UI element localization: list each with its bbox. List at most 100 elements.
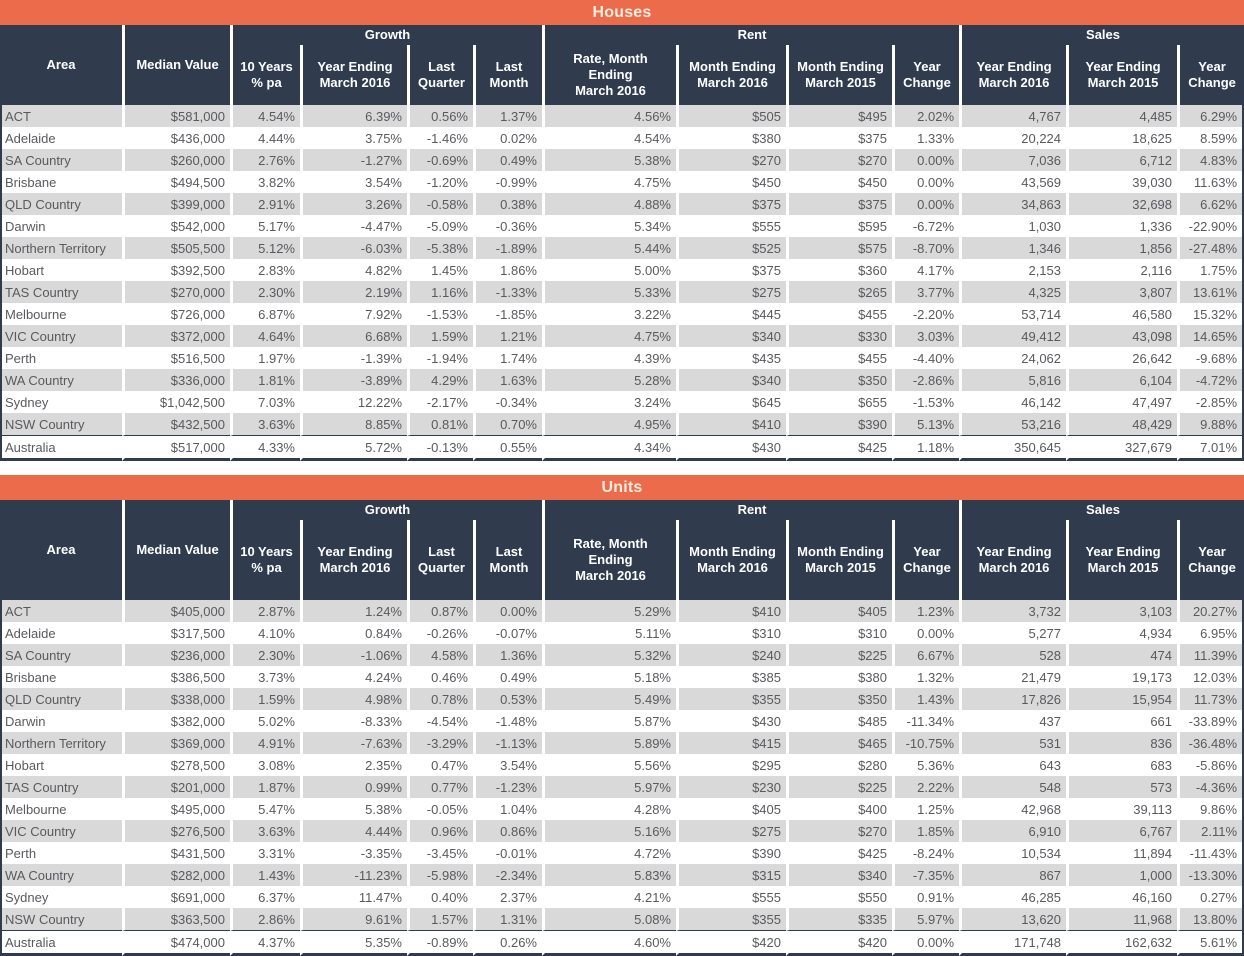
table-cell: 5.38% bbox=[542, 149, 676, 171]
row-label: Hobart bbox=[0, 754, 122, 776]
table-cell: 661 bbox=[1066, 710, 1178, 732]
table-cell: $363,500 bbox=[122, 908, 230, 930]
table-cell: $360 bbox=[786, 259, 892, 281]
table-cell: $465 bbox=[786, 732, 892, 754]
table-cell: 474 bbox=[1066, 644, 1178, 666]
table-cell: $336,000 bbox=[122, 369, 230, 391]
table-cell: 3,807 bbox=[1066, 281, 1178, 303]
table-cell: $575 bbox=[786, 237, 892, 259]
table-cell: 4.34% bbox=[542, 435, 676, 461]
table-cell: 5.56% bbox=[542, 754, 676, 776]
table-cell: 14.65% bbox=[1177, 325, 1244, 347]
table-cell: 0.47% bbox=[407, 754, 473, 776]
table-cell: -3.29% bbox=[407, 732, 473, 754]
table-cell: 3.08% bbox=[230, 754, 300, 776]
table-cell: $275 bbox=[676, 281, 786, 303]
table-row-sa-country: SA Country $260,000 2.76% -1.27% -0.69% 0.49%… bbox=[0, 149, 1244, 171]
table-cell: 0.81% bbox=[407, 413, 473, 435]
table-row-northern-territory: Northern Territory $369,000 4.91% -7.63% -3.… bbox=[0, 732, 1244, 754]
row-label: Melbourne bbox=[0, 303, 122, 325]
table-cell: -1.23% bbox=[473, 776, 542, 798]
table-cell: 1.18% bbox=[892, 435, 960, 461]
table-cell: $436,000 bbox=[122, 127, 230, 149]
table-cell: -0.26% bbox=[407, 622, 473, 644]
header-group-row: Area Median Value Growth Rent Sales bbox=[0, 25, 1244, 105]
row-label: SA Country bbox=[0, 149, 122, 171]
table-row-perth: Perth $516,500 1.97% -1.39% -1.94% 1.74% 4.39%… bbox=[0, 347, 1244, 369]
header-group-row: Area Median Value Growth Rent Sales bbox=[0, 500, 1244, 600]
table-cell: 13.80% bbox=[1177, 908, 1244, 930]
table-row-hobart: Hobart $392,500 2.83% 4.82% 1.45% 1.86% 5.00% $… bbox=[0, 259, 1244, 281]
table-cell: 18,625 bbox=[1066, 127, 1178, 149]
table-cell: -1.94% bbox=[407, 347, 473, 369]
table-cell: 43,569 bbox=[959, 171, 1067, 193]
table-row-nsw-country: NSW Country $363,500 2.86% 9.61% 1.57% 1.31% 5… bbox=[0, 908, 1244, 930]
table-cell: 4.44% bbox=[230, 127, 300, 149]
table-cell: $420 bbox=[786, 930, 892, 956]
table-cell: $430 bbox=[676, 710, 786, 732]
table-cell: $369,000 bbox=[122, 732, 230, 754]
table-cell: 1.25% bbox=[892, 798, 960, 820]
table-cell: 34,863 bbox=[959, 193, 1067, 215]
table-cell: 4.58% bbox=[407, 644, 473, 666]
table-row-northern-territory: Northern Territory $505,500 5.12% -6.03% -5.… bbox=[0, 237, 1244, 259]
table-cell: 5.87% bbox=[542, 710, 676, 732]
table-cell: $517,000 bbox=[122, 435, 230, 461]
table-cell: 0.38% bbox=[473, 193, 542, 215]
table-cell: $425 bbox=[786, 842, 892, 864]
row-label: Sydney bbox=[0, 391, 122, 413]
table-cell: -1.89% bbox=[473, 237, 542, 259]
table-cell: 5.28% bbox=[542, 369, 676, 391]
table-cell: 5.49% bbox=[542, 688, 676, 710]
table-cell: 49,412 bbox=[959, 325, 1067, 347]
table-cell: -0.69% bbox=[407, 149, 473, 171]
table-cell: 6.67% bbox=[892, 644, 960, 666]
table-cell: 13.61% bbox=[1177, 281, 1244, 303]
table-cell: $385 bbox=[676, 666, 786, 688]
table-cell: 0.49% bbox=[473, 666, 542, 688]
table-cell: 4.54% bbox=[542, 127, 676, 149]
table-cell: 11.39% bbox=[1177, 644, 1244, 666]
table-cell: 5.83% bbox=[542, 864, 676, 886]
table-row-tas-country: TAS Country $270,000 2.30% 2.19% 1.16% -1.33%… bbox=[0, 281, 1244, 303]
table-cell: -36.48% bbox=[1177, 732, 1244, 754]
table-cell: $420 bbox=[676, 930, 786, 956]
table-row-sa-country: SA Country $236,000 2.30% -1.06% 4.58% 1.36% 5… bbox=[0, 644, 1244, 666]
table-cell: $317,500 bbox=[122, 622, 230, 644]
table-cell: $230 bbox=[676, 776, 786, 798]
table-cell: $525 bbox=[676, 237, 786, 259]
table-cell: 2.30% bbox=[230, 644, 300, 666]
table-row-nsw-country: NSW Country $432,500 3.63% 8.85% 0.81% 0.70% 4… bbox=[0, 413, 1244, 435]
table-cell: -0.07% bbox=[473, 622, 542, 644]
table-cell: 1.75% bbox=[1177, 259, 1244, 281]
table-cell: 6.87% bbox=[230, 303, 300, 325]
table-row-melbourne: Melbourne $495,000 5.47% 5.38% -0.05% 1.04% 4.… bbox=[0, 798, 1244, 820]
table-cell: 1.24% bbox=[300, 600, 407, 622]
table-cell: $350 bbox=[786, 688, 892, 710]
table-cell: 3.54% bbox=[300, 171, 407, 193]
table-cell: $405 bbox=[676, 798, 786, 820]
table-cell: 3.77% bbox=[892, 281, 960, 303]
column-header-rate-month-ending-march-2016: Rate, Month Ending March 2016 bbox=[542, 520, 676, 600]
table-cell: $455 bbox=[786, 303, 892, 325]
table-cell: -7.35% bbox=[892, 864, 960, 886]
table-cell: 2.30% bbox=[230, 281, 300, 303]
table-cell: -2.85% bbox=[1177, 391, 1244, 413]
table-cell: 26,642 bbox=[1066, 347, 1178, 369]
table-cell: 24,062 bbox=[959, 347, 1067, 369]
table-cell: 32,698 bbox=[1066, 193, 1178, 215]
table-cell: 9.86% bbox=[1177, 798, 1244, 820]
table-cell: -9.68% bbox=[1177, 347, 1244, 369]
table-cell: 0.56% bbox=[407, 105, 473, 127]
row-label: Northern Territory bbox=[0, 732, 122, 754]
table-cell: 11,894 bbox=[1066, 842, 1178, 864]
table-cell: -8.70% bbox=[892, 237, 960, 259]
table-cell: 5.29% bbox=[542, 600, 676, 622]
table-cell: 3,732 bbox=[959, 600, 1067, 622]
table-cell: 5.34% bbox=[542, 215, 676, 237]
table-cell: $405,000 bbox=[122, 600, 230, 622]
table-cell: 4.88% bbox=[542, 193, 676, 215]
table-cell: 4.39% bbox=[542, 347, 676, 369]
table-cell: 5.02% bbox=[230, 710, 300, 732]
group-header-rent: Rent bbox=[542, 500, 960, 520]
